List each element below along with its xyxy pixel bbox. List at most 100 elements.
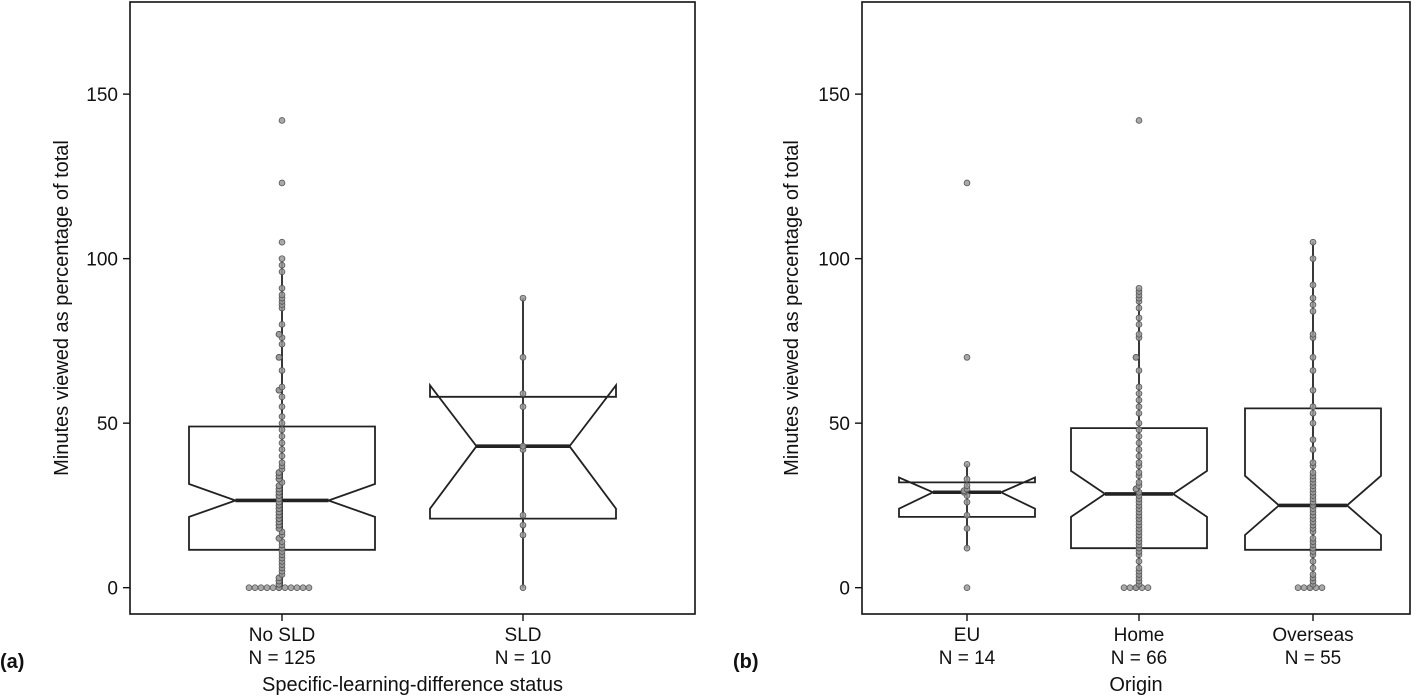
data-point [245,584,253,591]
data-point [1135,304,1143,312]
data-point [278,419,286,427]
data-point [1309,469,1317,476]
panel-a: 0 50 100 150 Minutes viewed as percentage of… [0,1,696,696]
data-point [1309,403,1317,411]
x-tick-label: No SLD [249,625,316,646]
data-point [1309,367,1317,374]
data-point [963,179,971,187]
data-point [281,584,289,591]
data-point [1135,446,1143,453]
x-tick-label: SLD [505,625,542,646]
data-point [963,475,971,483]
x-tick-label: Overseas [1272,625,1353,646]
data-point [1144,584,1152,591]
data-point [1309,558,1317,565]
data-point [1135,383,1143,391]
data-point [278,452,286,460]
y-tick-label: 50 [829,414,850,435]
x-tick-label: Home [1114,625,1165,646]
data-point [1135,479,1143,486]
data-point [278,433,286,440]
panel-tag: (b) [733,651,759,673]
data-point [1135,564,1143,572]
data-point [287,584,295,591]
data-point [275,331,283,338]
data-point [1309,386,1317,394]
data-point [1309,419,1317,427]
group-n-label: N = 14 [939,648,996,669]
data-point [305,584,313,591]
data-point [1126,584,1134,591]
data-point [1135,433,1143,440]
data-point [519,294,527,302]
data-point [1135,117,1143,124]
data-point [1309,238,1317,246]
notched-box [429,382,617,520]
data-point [1135,284,1143,292]
data-point [1135,396,1143,404]
y-axis-title: Minutes viewed as percentage of total [51,140,73,476]
data-point [278,383,286,391]
data-point [519,511,527,519]
group-n-label: N = 10 [495,648,552,669]
y-tick-label: 0 [839,579,850,600]
y-axis-title: Minutes viewed as percentage of total [781,140,803,476]
data-point [1309,331,1317,338]
data-point [519,390,527,397]
data-point [278,439,286,447]
data-point [278,393,286,401]
data-point [1132,354,1140,361]
data-point [278,291,286,299]
group-n-label: N = 55 [1285,648,1342,669]
notched-box [1244,407,1382,551]
y-tick-label: 0 [107,579,118,600]
data-point [1309,307,1317,315]
data-point [1309,535,1317,542]
data-point [1135,367,1143,374]
data-point [519,354,527,361]
data-point [1135,331,1143,338]
data-point [257,584,265,591]
notched-box [188,425,376,551]
data-point [278,446,286,453]
data-point [1309,281,1317,289]
x-tick-label: EU [954,625,980,646]
data-point [1120,584,1128,591]
data-point [299,584,307,591]
data-point [275,354,283,361]
data-point [278,426,286,434]
data-point [1135,403,1143,411]
data-point [293,584,301,591]
data-point [263,584,271,591]
group-n-label: N = 125 [248,648,315,669]
data-point [1318,584,1326,591]
plot-frame [861,1,1411,615]
data-point [1309,436,1317,443]
data-point [963,511,971,519]
data-point [278,459,286,466]
panel-b: 0 50 100 150 Minutes viewed as percentage of… [733,1,1411,696]
data-point [519,584,527,591]
data-point [963,525,971,532]
data-point [963,498,971,506]
y-tick-label: 50 [97,414,118,435]
panel-tag: (a) [0,651,24,673]
data-point [1135,426,1143,434]
data-point [269,584,277,591]
data-point [963,354,971,361]
data-point [278,284,286,292]
data-point [519,531,527,539]
data-point [1309,354,1317,361]
data-point [278,340,286,348]
y-tick-label: 100 [86,250,118,271]
data-point [1309,571,1317,578]
data-point [278,179,286,187]
data-point [251,584,259,591]
data-point [278,403,286,411]
data-point [1309,564,1317,572]
data-point [1309,255,1317,262]
group-n-label: N = 66 [1111,648,1168,669]
data-point [963,544,971,552]
data-point [1135,439,1143,447]
